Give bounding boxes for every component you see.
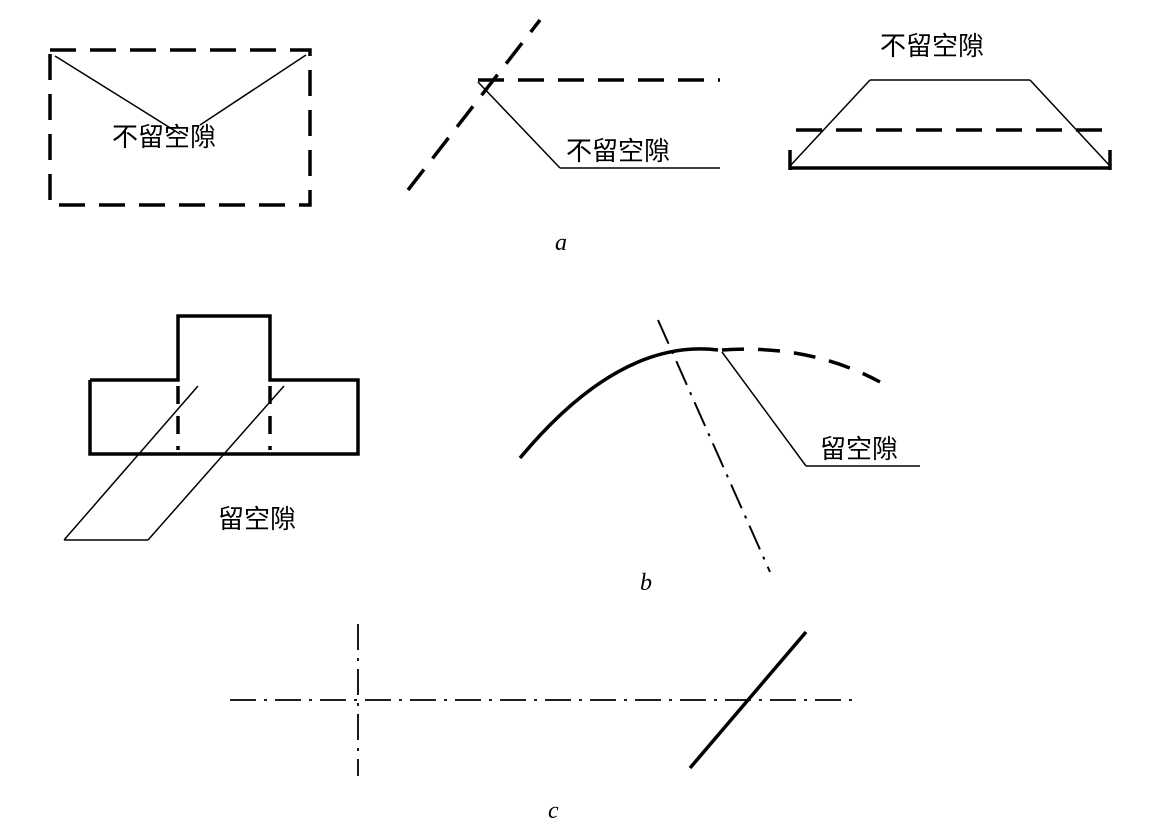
center-line bbox=[658, 320, 770, 572]
slash-line bbox=[408, 20, 540, 190]
figure-a3: 不留空隙 bbox=[790, 32, 1110, 170]
arc-solid bbox=[520, 349, 718, 458]
diag-line-2 bbox=[200, 55, 306, 125]
no-gap-label-3: 不留空隙 bbox=[880, 32, 984, 61]
figure-b2: 留空隙 bbox=[520, 320, 920, 572]
trap-right bbox=[1030, 80, 1110, 166]
no-gap-label-1: 不留空隙 bbox=[112, 123, 216, 152]
sublabel-b: b bbox=[640, 570, 652, 596]
trap-left bbox=[790, 80, 870, 166]
figure-b1: 留空隙 bbox=[64, 316, 358, 540]
sublabel-a: a bbox=[555, 230, 567, 256]
figure-a1: 不留空隙 bbox=[50, 50, 310, 205]
proj-line-1 bbox=[64, 386, 198, 540]
figure-a2: 不留空隙 bbox=[408, 20, 720, 190]
gap-label-2: 留空隙 bbox=[820, 435, 898, 464]
figure-c bbox=[230, 624, 860, 776]
no-gap-label-2: 不留空隙 bbox=[566, 137, 670, 166]
arc-dash bbox=[722, 349, 880, 382]
leader-diag bbox=[722, 352, 806, 466]
tblock-outline bbox=[90, 316, 358, 454]
sublabel-c: c bbox=[548, 798, 559, 824]
leader-diag bbox=[478, 82, 560, 168]
gap-label-1: 留空隙 bbox=[218, 505, 296, 534]
